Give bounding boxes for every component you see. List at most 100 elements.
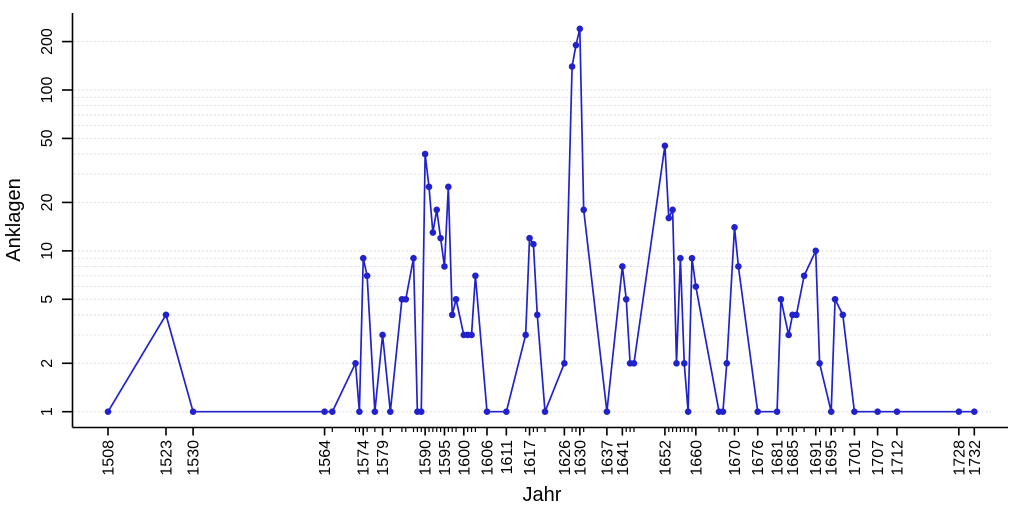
- data-point: [572, 41, 580, 49]
- y-tick-label: 20: [39, 193, 56, 211]
- x-tick-label: 1701: [847, 440, 864, 476]
- x-tick-label: 1691: [808, 440, 825, 476]
- data-point: [665, 214, 673, 222]
- data-point: [162, 311, 170, 319]
- y-axis-title: Anklagen: [3, 178, 25, 261]
- y-tick-label: 5: [39, 295, 56, 304]
- data-point: [874, 408, 881, 416]
- data-point: [793, 311, 800, 319]
- data-point: [955, 408, 963, 416]
- data-point: [359, 254, 367, 262]
- x-tick-label: 1707: [870, 440, 887, 476]
- x-tick-label: 1630: [572, 440, 589, 476]
- y-tick-label: 50: [39, 129, 56, 147]
- data-point: [851, 408, 858, 416]
- data-point: [421, 150, 429, 158]
- data-point: [402, 295, 410, 303]
- x-tick-label: 1637: [599, 440, 616, 476]
- data-point: [723, 359, 731, 367]
- data-point: [827, 408, 835, 416]
- axes: 1 2 5 10 20 50 100 200 1508 1523 1530 1564 1574 1579 1…: [39, 13, 1008, 476]
- x-tick-label: 1695: [824, 440, 841, 476]
- data-point: [630, 359, 638, 367]
- data-point: [812, 247, 820, 255]
- data-point: [831, 295, 839, 303]
- x-tick-label: 1641: [615, 440, 632, 476]
- data-point: [619, 263, 626, 270]
- data-point: [437, 234, 444, 242]
- y-tick-label: 200: [39, 28, 56, 55]
- data-point: [731, 224, 738, 231]
- data-point: [379, 331, 386, 339]
- data-point: [410, 254, 417, 262]
- data-point: [533, 311, 541, 319]
- data-point: [104, 408, 112, 416]
- data-point: [445, 183, 452, 191]
- data-point: [661, 142, 669, 150]
- data-point: [622, 295, 630, 303]
- x-axis-title: Jahr: [523, 484, 562, 506]
- data-point: [441, 263, 448, 270]
- x-tick-label: 1685: [785, 440, 802, 476]
- data-point: [777, 295, 785, 303]
- x-tick-label: 1652: [657, 440, 674, 476]
- x-tick-label: 1728: [951, 440, 968, 476]
- data-point: [719, 408, 727, 416]
- data-point: [680, 359, 688, 367]
- x-tick-label: 1626: [557, 440, 574, 476]
- data-point: [673, 359, 680, 367]
- data-point: [371, 408, 379, 416]
- x-tick-label: 1564: [317, 440, 334, 476]
- x-tick-label: 1617: [522, 440, 539, 476]
- x-tick-label: 1676: [750, 440, 767, 476]
- data-point: [329, 408, 336, 416]
- data-point: [893, 408, 901, 416]
- data-point: [785, 331, 792, 339]
- data-point: [503, 408, 510, 416]
- data-series: [104, 25, 978, 416]
- data-point: [530, 240, 537, 248]
- x-tick-label: 1595: [437, 440, 454, 476]
- data-point: [541, 408, 549, 416]
- data-point: [425, 183, 433, 191]
- data-point: [816, 359, 823, 367]
- data-point: [189, 408, 197, 416]
- y-tick-label: 2: [39, 359, 56, 368]
- x-tick-label: 1600: [456, 440, 473, 476]
- x-tick-label: 1530: [186, 440, 203, 476]
- x-tick-label: 1611: [499, 440, 516, 475]
- x-tick-label: 1732: [967, 440, 984, 476]
- data-point: [800, 272, 808, 280]
- data-point: [735, 263, 742, 270]
- data-point: [352, 359, 359, 367]
- x-tick-label: 1523: [159, 440, 176, 476]
- y-tick-label: 100: [39, 77, 56, 104]
- data-point: [568, 63, 576, 70]
- data-point: [684, 408, 692, 416]
- data-point: [448, 311, 456, 319]
- x-tick-label: 1590: [418, 440, 435, 476]
- data-point: [603, 408, 611, 416]
- data-point: [522, 331, 529, 339]
- data-point: [970, 408, 978, 416]
- gridlines: [74, 41, 991, 413]
- data-point: [472, 272, 479, 280]
- data-point: [468, 331, 475, 339]
- data-point: [688, 254, 696, 262]
- y-tick-label: 10: [39, 242, 56, 260]
- data-point: [692, 283, 700, 290]
- data-point: [754, 408, 762, 416]
- x-tick-label: 1660: [688, 440, 705, 476]
- data-point: [576, 25, 584, 33]
- data-point: [839, 311, 847, 319]
- x-tick-label: 1606: [480, 440, 497, 476]
- x-tick-label: 1670: [727, 440, 744, 476]
- data-point: [363, 272, 371, 280]
- data-point: [356, 408, 363, 416]
- data-point: [387, 408, 394, 416]
- x-tick-label: 1681: [770, 440, 787, 476]
- data-point: [669, 206, 676, 214]
- y-tick-label: 1: [39, 407, 56, 416]
- x-tick-label: 1579: [375, 440, 392, 476]
